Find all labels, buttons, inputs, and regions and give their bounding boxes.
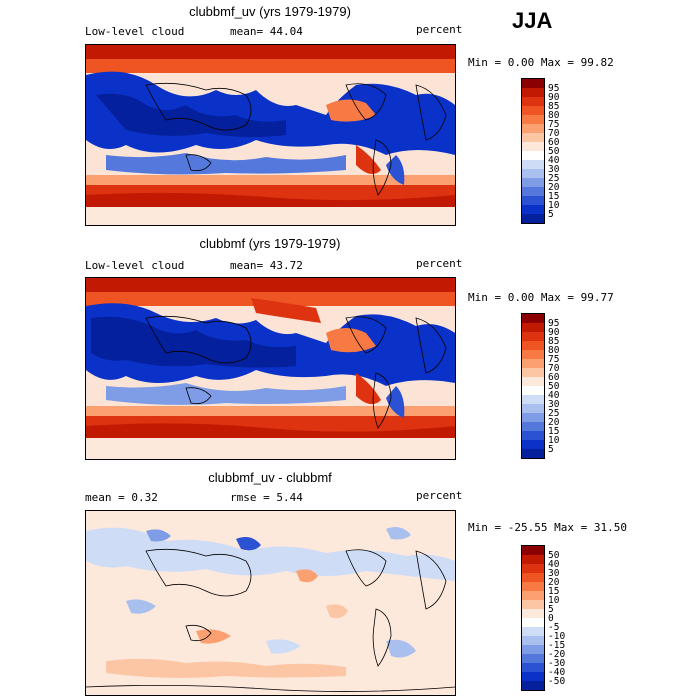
colorbar-tick: 0 [548,613,554,624]
colorbar-tick: 30 [548,399,560,410]
season-label: JJA [512,8,553,33]
colorbar-tick: 5 [548,444,554,455]
panel-3-mean: mean = 0.32 [85,491,158,504]
colorbar-tick: 20 [548,577,560,588]
colorbar-tick: 95 [548,83,560,94]
colorbar-tick: 40 [548,155,560,166]
panel-3-map [85,510,456,696]
colorbar-tick: 20 [548,182,560,193]
colorbar-tick: 25 [548,173,560,184]
colorbar-tick: 10 [548,200,560,211]
panel-1-colorbar [521,78,545,224]
panel-2-left-label: Low-level cloud [85,259,185,272]
colorbar-tick: 15 [548,191,560,202]
colorbar-tick: -40 [548,667,566,678]
panel-2-map [85,277,456,460]
colorbar-tick: 70 [548,128,560,139]
colorbar-tick: 30 [548,164,560,175]
colorbar-tick: 15 [548,426,560,437]
colorbar-tick: 5 [548,209,554,220]
colorbar-tick: 15 [548,586,560,597]
colorbar-tick: 60 [548,137,560,148]
colorbar-tick: 95 [548,318,560,329]
colorbar-tick: 85 [548,336,560,347]
colorbar-tick: 70 [548,363,560,374]
panel-2-stats: Min = 0.00 Max = 99.77 [468,291,614,304]
panel-2-colorbar [521,313,545,459]
panel-1-left-label: Low-level cloud [85,25,185,38]
colorbar-tick: 5 [548,604,554,615]
colorbar-tick: 40 [548,559,560,570]
panel-3-title: clubbmf_uv - clubbmf [208,470,332,485]
panel-1-title: clubbmf_uv (yrs 1979-1979) [189,4,351,19]
colorbar-tick: 80 [548,345,560,356]
colorbar-tick: 30 [548,568,560,579]
colorbar-tick: -50 [548,676,566,687]
colorbar-tick: 20 [548,417,560,428]
panel-1-mean: mean= 44.04 [230,25,303,38]
panel-1-stats: Min = 0.00 Max = 99.82 [468,56,614,69]
colorbar-tick: 25 [548,408,560,419]
colorbar-tick: 60 [548,372,560,383]
panel-1-units: percent [416,23,463,36]
colorbar-tick: 75 [548,119,560,130]
colorbar-tick: 10 [548,595,560,606]
panel-3-colorbar [521,545,545,691]
colorbar-tick: 50 [548,146,560,157]
colorbar-tick: 85 [548,101,560,112]
panel-2-mean: mean= 43.72 [230,259,303,272]
panel-1-map [85,44,456,226]
colorbar-tick: -5 [548,622,560,633]
colorbar-tick: 90 [548,327,560,338]
colorbar-tick: 40 [548,390,560,401]
panel-2-title: clubbmf (yrs 1979-1979) [199,236,341,251]
panel-3-stats: Min = -25.55 Max = 31.50 [468,521,627,534]
colorbar-tick: -15 [548,640,566,651]
colorbar-tick: -30 [548,658,566,669]
colorbar-tick: 50 [548,550,560,561]
colorbar-tick: -20 [548,649,566,660]
panel-2-units: percent [416,257,463,270]
colorbar-tick: 50 [548,381,560,392]
panel-3-units: percent [416,489,463,502]
colorbar-tick: 75 [548,354,560,365]
colorbar-tick: -10 [548,631,566,642]
panel-3-rmse: rmse = 5.44 [230,491,303,504]
colorbar-tick: 10 [548,435,560,446]
colorbar-tick: 90 [548,92,560,103]
colorbar-tick: 80 [548,110,560,121]
